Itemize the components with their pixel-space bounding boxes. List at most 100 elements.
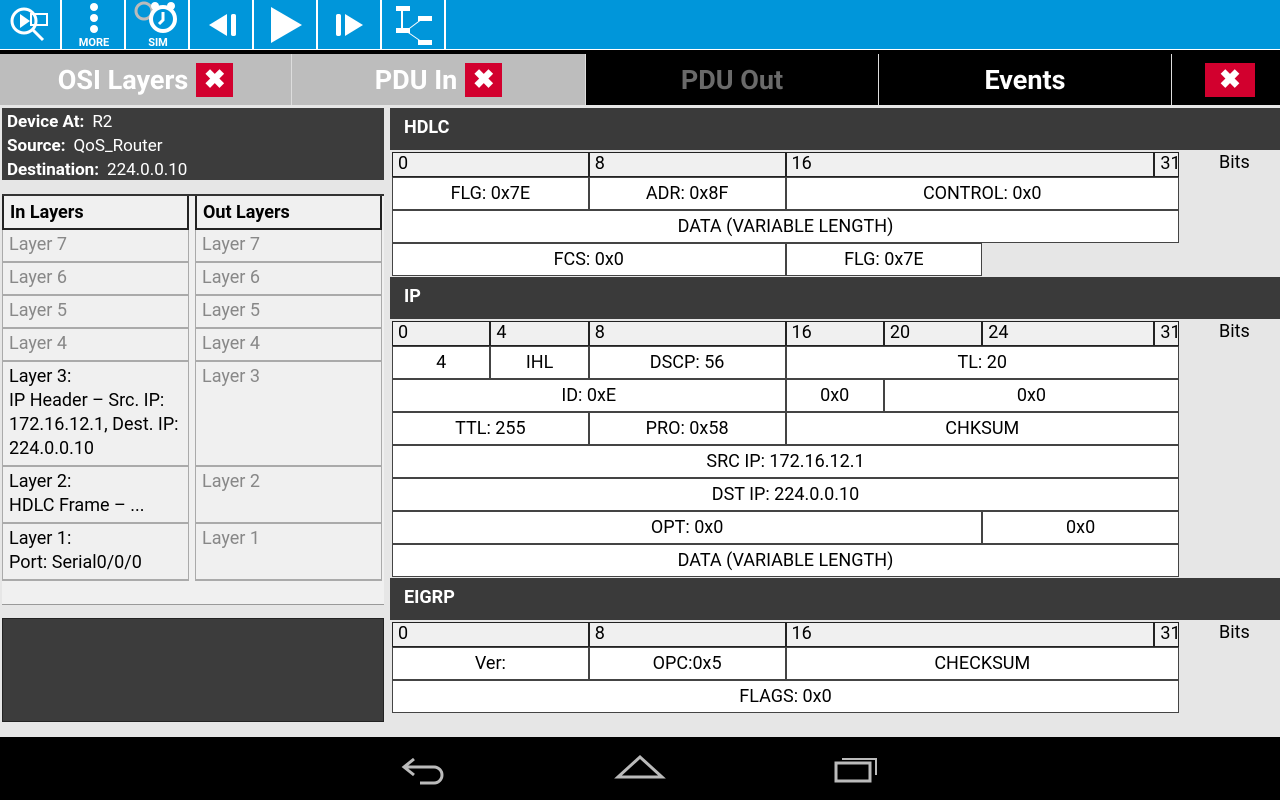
pdu-field: CONTROL: 0x0	[785, 177, 1179, 210]
bit-marker: 20	[883, 321, 983, 346]
destination-label: Destination:	[7, 160, 100, 180]
field-row: ID: 0xE 0x0 0x0	[392, 379, 1280, 412]
step-back-button[interactable]	[192, 0, 254, 50]
close-all-tab[interactable]: ✖	[1172, 54, 1280, 105]
bits-label: Bits	[1219, 622, 1250, 643]
pdu-field: CHKSUM	[785, 412, 1179, 445]
back-icon[interactable]	[400, 751, 448, 785]
bit-marker: 16	[785, 321, 884, 346]
bit-ruler: 0 8 16 31 Bits	[392, 152, 1280, 177]
bit-marker: 0	[392, 622, 589, 647]
field-row: DATA (VARIABLE LENGTH)	[392, 544, 1280, 577]
tab-events[interactable]: Events	[879, 54, 1172, 105]
more-dots-icon	[90, 3, 98, 33]
in-layer-3[interactable]: Layer 3: IP Header – Src. IP: 172.16.12.…	[2, 362, 189, 467]
out-layer-4[interactable]: Layer 4	[195, 329, 382, 362]
inspect-button[interactable]	[0, 0, 62, 50]
more-button[interactable]: MORE	[64, 0, 126, 50]
step-forward-icon	[336, 14, 363, 36]
tab-pdu-in[interactable]: PDU In ✖	[292, 54, 586, 105]
field-row: TTL: 255 PRO: 0x58 CHKSUM	[392, 412, 1280, 445]
out-layer-3[interactable]: Layer 3	[195, 362, 382, 467]
pdu-field: OPC:0x5	[588, 647, 786, 680]
out-layer-2[interactable]: Layer 2	[195, 467, 382, 524]
destination-value: 224.0.0.10	[107, 160, 188, 180]
close-icon[interactable]: ✖	[1205, 62, 1255, 97]
out-layer-1[interactable]: Layer 1	[195, 524, 382, 581]
tab-bar: OSI Layers ✖ PDU In ✖ PDU Out Events ✖	[0, 54, 1280, 105]
topology-button[interactable]	[384, 0, 446, 50]
pdu-field: CHECKSUM	[785, 647, 1179, 680]
layer-table: In Layers Layer 7 Layer 6 Layer 5 Layer 4 Lay…	[2, 194, 384, 605]
close-pdu-in-icon[interactable]: ✖	[465, 62, 503, 97]
topology-tree-icon	[396, 6, 432, 45]
pdu-field: 0x0	[982, 511, 1179, 544]
step-forward-button[interactable]	[320, 0, 382, 50]
divider	[0, 50, 1280, 54]
osi-layers-panel: Device At: R2 Source: QoS_Router Destinati…	[2, 108, 384, 605]
system-nav-bar	[0, 737, 1280, 800]
bit-ruler: 0 8 16 31 Bits	[392, 622, 1280, 647]
pdu-field: 0x0	[883, 379, 1179, 412]
tab-label: Events	[984, 63, 1066, 96]
in-layer-1[interactable]: Layer 1: Port: Serial0/0/0	[2, 524, 189, 581]
pdu-field: SRC IP: 172.16.12.1	[392, 445, 1179, 478]
tab-label: OSI Layers	[57, 63, 189, 96]
source-label: Source:	[7, 136, 66, 156]
pdu-field: 0x0	[785, 379, 884, 412]
pdu-field: ID: 0xE	[392, 379, 786, 412]
pdu-field: TTL: 255	[392, 412, 589, 445]
bit-marker: 31	[1154, 321, 1181, 346]
home-icon[interactable]	[614, 751, 666, 785]
pdu-field: DATA (VARIABLE LENGTH)	[392, 210, 1179, 243]
in-layer-4[interactable]: Layer 4	[2, 329, 189, 362]
bit-marker: 0	[392, 152, 589, 177]
field-row: FLG: 0x7E ADR: 0x8F CONTROL: 0x0	[392, 177, 1280, 210]
play-icon	[271, 7, 302, 43]
field-row: FLAGS: 0x0	[392, 680, 1280, 713]
out-layer-6[interactable]: Layer 6	[195, 263, 382, 296]
section-header-eigrp: EIGRP	[390, 578, 1280, 620]
section-header-hdlc: HDLC	[390, 108, 1280, 150]
field-row: DATA (VARIABLE LENGTH)	[392, 210, 1280, 243]
more-label: MORE	[78, 36, 110, 49]
recents-icon[interactable]	[832, 751, 882, 785]
field-row: SRC IP: 172.16.12.1	[392, 445, 1280, 478]
pdu-in-panel: HDLC 0 8 16 31 Bits FLG: 0x7E ADR: 0x8F CONTROL:…	[390, 108, 1280, 722]
pdu-field: 4	[392, 346, 491, 379]
field-row: OPT: 0x0 0x0	[392, 511, 1280, 544]
in-layer-5[interactable]: Layer 5	[2, 296, 189, 329]
close-osi-layers-icon[interactable]: ✖	[196, 62, 234, 97]
tab-pdu-out[interactable]: PDU Out	[586, 54, 879, 105]
device-info: Device At: R2 Source: QoS_Router Destinati…	[2, 108, 384, 180]
in-layer-6[interactable]: Layer 6	[2, 263, 189, 296]
bit-marker: 8	[588, 622, 786, 647]
pdu-field: OPT: 0x0	[392, 511, 983, 544]
out-layer-5[interactable]: Layer 5	[195, 296, 382, 329]
step-back-icon	[209, 14, 236, 36]
field-row: DST IP: 224.0.0.10	[392, 478, 1280, 511]
out-layers-column: Out Layers Layer 7 Layer 6 Layer 5 Layer 4 La…	[195, 196, 382, 581]
bit-marker: 0	[392, 321, 491, 346]
in-layer-7[interactable]: Layer 7	[2, 230, 189, 263]
stopwatch-icon	[134, 1, 177, 33]
tab-label: PDU Out	[680, 63, 784, 96]
source-value: QoS_Router	[73, 136, 163, 156]
bit-marker: 31	[1154, 152, 1181, 177]
pdu-field: FLG: 0x7E	[785, 243, 983, 276]
out-layer-7[interactable]: Layer 7	[195, 230, 382, 263]
in-layer-2[interactable]: Layer 2: HDLC Frame – ...	[2, 467, 189, 524]
field-row: FCS: 0x0 FLG: 0x7E	[392, 243, 1280, 276]
pdu-field: DATA (VARIABLE LENGTH)	[392, 544, 1179, 577]
bit-marker: 31	[1154, 622, 1181, 647]
field-row: 4 IHL DSCP: 56 TL: 20	[392, 346, 1280, 379]
bit-marker: 8	[588, 152, 786, 177]
pdu-field: DST IP: 224.0.0.10	[392, 478, 1179, 511]
tab-osi-layers[interactable]: OSI Layers ✖	[0, 54, 292, 105]
sim-button[interactable]: SIM	[128, 0, 190, 50]
section-header-ip: IP	[390, 277, 1280, 319]
details-box	[2, 618, 384, 722]
play-button[interactable]	[256, 0, 318, 50]
pdu-field: PRO: 0x58	[588, 412, 786, 445]
pdu-field: DSCP: 56	[588, 346, 786, 379]
